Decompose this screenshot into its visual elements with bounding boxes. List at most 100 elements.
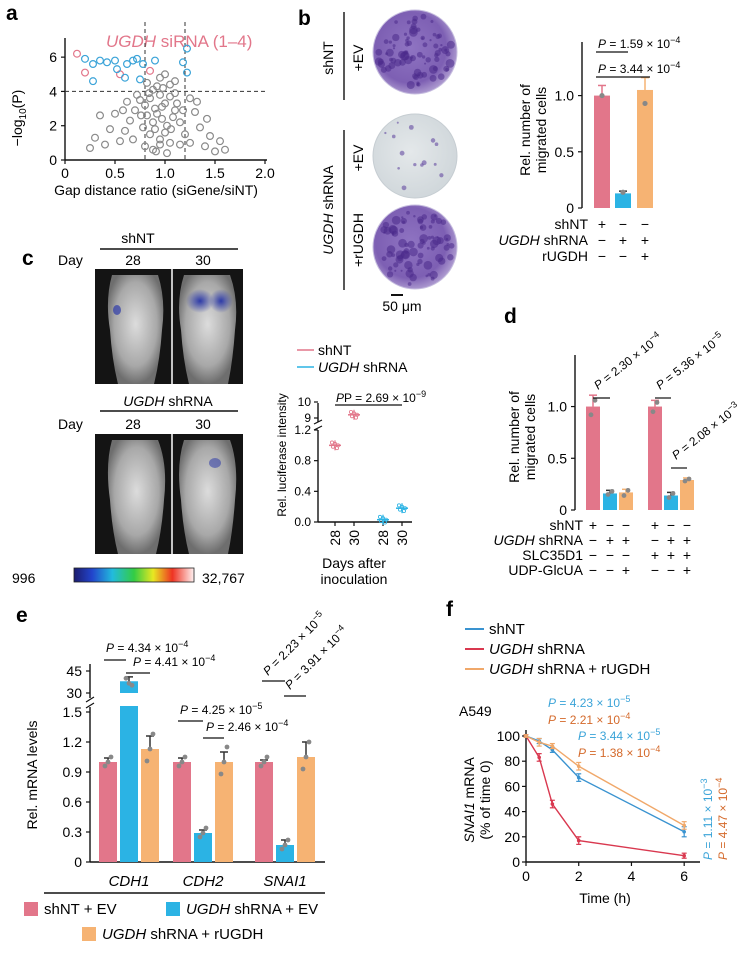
e-ytick-low-label-2: 0.6 (63, 794, 83, 810)
legend-ugdh-rest: shRNA (359, 359, 408, 375)
b-pvalue-1: P = 1.59 × 10−4 (598, 35, 680, 51)
e-pvalue-2: P = 4.41 × 10−4 (133, 653, 215, 669)
bioluminescence-images-c: shNT Day 28 30 UGDH shRNA Day 28 30 996 … (12, 230, 245, 586)
f-legend-text-2: shRNA + rUGDH (533, 661, 650, 678)
row1-label: +EV (350, 44, 366, 72)
a-point-s1-2 (95, 56, 104, 65)
e-gene-label-1: CDH2 (183, 873, 224, 890)
dish3spots-spot (383, 226, 392, 235)
d-row-text-1: shRNA (535, 532, 584, 548)
d-sign-2-4: + (667, 547, 675, 563)
top-day-28: 28 (125, 252, 141, 268)
f-pvalue-4-p: P (578, 746, 586, 760)
d-sign-3-2: + (622, 562, 630, 578)
dish1spots-spot (420, 13, 427, 20)
dish3spots-spot (402, 220, 406, 224)
dish3spots-spot (430, 213, 438, 221)
c-ytick-high-label-0: 9 (304, 411, 311, 425)
a-point-s2-46 (133, 90, 142, 99)
d-ytick-label-1: 0.5 (548, 450, 568, 466)
a-point-s1-0 (80, 54, 89, 63)
a-point-s1-13 (179, 58, 188, 67)
dish1spots-spot (437, 73, 445, 81)
f-pvalue-6-text: = 4.47 × 10 (716, 788, 730, 852)
f-pvalue-4-exp: −4 (650, 744, 660, 754)
a-point-s2-11 (158, 114, 167, 123)
d-sign-1-1: + (606, 532, 614, 548)
panel-label-f: f (446, 598, 454, 621)
d-sign-1-4: + (667, 532, 675, 548)
e-pvalue-6: P = 3.91 × 10−4 (281, 623, 351, 693)
row2-group-italic: UGDH (320, 213, 336, 255)
b-sign-0-0: + (598, 216, 606, 232)
dish1spots-spot (445, 59, 455, 68)
dish1spots-spot (444, 48, 448, 52)
d-pvalue-2: P = 5.36 × 10−5 (652, 329, 727, 392)
dish3spots-spot (391, 215, 401, 225)
f-pvalue-2: P = 2.21 × 10−4 (548, 711, 630, 727)
dish3spots-spot (430, 276, 435, 281)
a-point-s1-6 (129, 56, 138, 65)
b-point-0-0 (599, 92, 605, 99)
c-xtick-label-1: 30 (346, 530, 362, 546)
f-pvalue-1-exp: −5 (620, 694, 630, 704)
a-point-s0-1 (80, 68, 89, 77)
dish1spots-spot (380, 66, 387, 73)
f-pvalue-5-p: P (701, 852, 715, 860)
e-ytick-high-label-1: 45 (66, 663, 82, 679)
dish3spots-spot (440, 219, 447, 225)
dish1spots-spot (412, 73, 418, 79)
dish1spots-spot (437, 33, 442, 39)
e-point-0-2-0 (258, 763, 264, 769)
bar-chart-e: Rel. mRNA levels 0 0.3 0.6 0.9 1.2 1.5 30 45 CDH… (24, 609, 351, 943)
color-scale-bar (73, 567, 195, 583)
dish3spots-spot (387, 266, 393, 271)
e-point-0-1-0 (176, 763, 182, 769)
dish2spots-spot (384, 131, 387, 135)
a-point-s1-9 (112, 65, 121, 74)
a-point-s2-4 (156, 90, 165, 99)
f-legend-label-0: shNT (489, 621, 525, 638)
d-point-0-0 (588, 412, 594, 418)
d-sign-0-1: − (606, 517, 614, 533)
a-point-s2-50 (171, 77, 180, 86)
b-pvalue-1-p: P (598, 37, 606, 51)
dish1spots-spot (375, 48, 383, 56)
a-point-s2-36 (186, 138, 195, 147)
a-point-s2-23 (163, 149, 172, 158)
b-bar-0 (594, 95, 610, 208)
c-ytick-low-label-2: 0.8 (294, 454, 311, 468)
dish3spots-spot (427, 273, 431, 277)
c-xtick-label-2: 28 (375, 530, 391, 546)
c-axis-break-2 (313, 425, 323, 431)
ylabel-rest: mRNA (461, 757, 477, 803)
panel-d-ylabel-2: migrated cells (522, 394, 538, 480)
top-day-30: 30 (195, 252, 211, 268)
b-row-text-0: shNT (555, 216, 589, 232)
dish-shnt-ev (372, 9, 458, 95)
b-row-label-2: rUGDH (542, 248, 588, 264)
d-sign-0-2: − (622, 517, 630, 533)
dish3spots-spot (432, 236, 442, 246)
b-pvalue-2-text: = 3.44 × 10 (606, 62, 670, 76)
f-legend-text-1: shRNA (533, 641, 585, 658)
e-point-2-2-0 (300, 766, 306, 772)
dish3spots-spot (430, 235, 434, 239)
a-point-s2-9 (149, 118, 158, 127)
f-point-1-3 (576, 838, 581, 843)
e-legend-swatch-2 (82, 927, 96, 941)
e-legend-swatch-0 (24, 902, 38, 916)
dish3spots-spot (401, 216, 404, 219)
dish1spots-spot (404, 41, 410, 47)
dish1spots-spot (383, 39, 389, 44)
dish1spots-spot (416, 51, 423, 58)
f-pvalue-3-p: P (578, 729, 586, 743)
f-pvalue-1: P = 4.23 × 10−5 (548, 694, 630, 710)
d-sign-0-0: + (589, 517, 597, 533)
b-ytick-label-0: 0 (566, 200, 574, 216)
a-point-s2-7 (171, 106, 180, 115)
d-point-5-1 (686, 476, 692, 482)
f-ytick-label-0: 0 (512, 854, 520, 870)
d-pvalue-2-exp: −5 (709, 329, 723, 343)
f-pvalue-4-text: = 1.38 × 10 (586, 746, 650, 760)
